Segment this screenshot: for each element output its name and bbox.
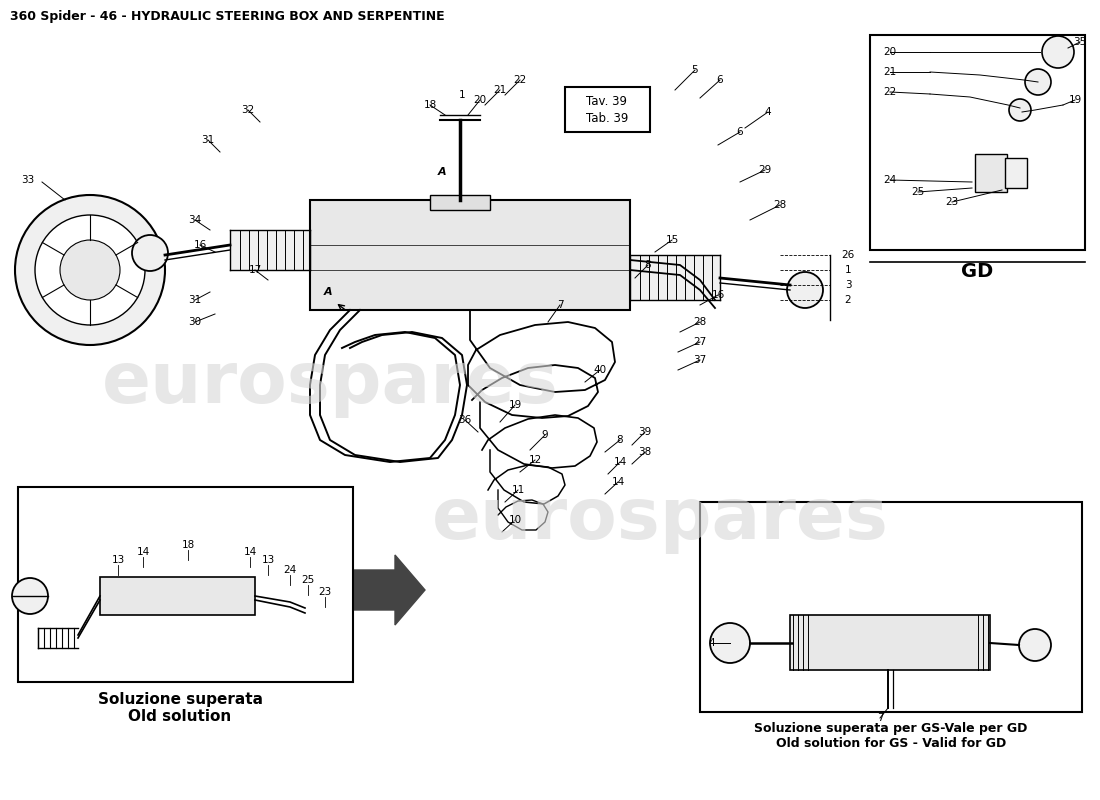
Text: 14: 14	[614, 457, 627, 467]
Text: 14: 14	[243, 547, 256, 557]
Circle shape	[12, 578, 48, 614]
Text: 22: 22	[514, 75, 527, 85]
Circle shape	[1042, 36, 1074, 68]
Text: 23: 23	[318, 587, 331, 597]
Bar	[975, 154, 1006, 192]
FancyBboxPatch shape	[18, 487, 353, 682]
Text: 1: 1	[845, 265, 851, 275]
Text: 19: 19	[1068, 95, 1081, 105]
Text: 29: 29	[758, 165, 771, 175]
Text: 4: 4	[708, 638, 715, 648]
Text: 8: 8	[645, 260, 651, 270]
Text: 10: 10	[508, 515, 521, 525]
FancyBboxPatch shape	[700, 502, 1082, 712]
Polygon shape	[345, 555, 425, 625]
Text: eurospares: eurospares	[101, 350, 559, 418]
Text: 20: 20	[883, 47, 896, 57]
Circle shape	[1019, 629, 1050, 661]
Text: 21: 21	[494, 85, 507, 95]
Text: 28: 28	[773, 200, 786, 210]
Text: 28: 28	[693, 317, 706, 327]
Text: 14: 14	[136, 547, 150, 557]
Text: 21: 21	[883, 67, 896, 77]
Text: 16: 16	[194, 240, 207, 250]
Text: 6: 6	[737, 127, 744, 137]
Text: 36: 36	[459, 415, 472, 425]
Text: 14: 14	[612, 477, 625, 487]
Text: 31: 31	[188, 295, 201, 305]
Text: 33: 33	[21, 175, 34, 185]
Text: 24: 24	[284, 565, 297, 575]
Text: 18: 18	[182, 540, 195, 550]
Text: 7: 7	[877, 713, 883, 723]
Circle shape	[710, 623, 750, 663]
Text: 2: 2	[845, 295, 851, 305]
Circle shape	[786, 272, 823, 308]
Bar	[430, 195, 490, 210]
Bar	[100, 577, 255, 615]
Text: Soluzione superata per GS-Vale per GD
Old solution for GS - Valid for GD: Soluzione superata per GS-Vale per GD Ol…	[755, 722, 1027, 750]
Text: 34: 34	[188, 215, 201, 225]
Circle shape	[60, 240, 120, 300]
Text: 24: 24	[883, 175, 896, 185]
Text: A: A	[438, 167, 447, 177]
Text: 32: 32	[241, 105, 254, 115]
Text: 18: 18	[424, 100, 437, 110]
Bar	[1005, 158, 1027, 188]
Text: 9: 9	[541, 430, 548, 440]
Text: 13: 13	[111, 555, 124, 565]
Text: 11: 11	[512, 485, 525, 495]
Text: 40: 40	[593, 365, 606, 375]
Circle shape	[1009, 99, 1031, 121]
FancyBboxPatch shape	[565, 87, 650, 132]
Text: 25: 25	[912, 187, 925, 197]
Text: 8: 8	[617, 435, 624, 445]
Text: 3: 3	[845, 280, 851, 290]
Text: 39: 39	[638, 427, 651, 437]
Text: GD: GD	[961, 262, 993, 281]
Text: eurospares: eurospares	[431, 486, 889, 554]
Text: 15: 15	[666, 235, 679, 245]
Circle shape	[15, 195, 165, 345]
Text: 4: 4	[764, 107, 771, 117]
Text: 30: 30	[188, 317, 201, 327]
Text: 35: 35	[1074, 37, 1087, 47]
Bar	[790, 615, 990, 670]
Text: 16: 16	[712, 290, 725, 300]
Text: 26: 26	[842, 250, 855, 260]
Text: A: A	[323, 287, 332, 297]
Text: 1: 1	[459, 90, 465, 100]
Text: 5: 5	[692, 65, 698, 75]
Text: 13: 13	[262, 555, 275, 565]
Text: 12: 12	[528, 455, 541, 465]
Text: 17: 17	[249, 265, 262, 275]
Text: 38: 38	[638, 447, 651, 457]
Text: 7: 7	[557, 300, 563, 310]
Text: 27: 27	[693, 337, 706, 347]
Circle shape	[35, 215, 145, 325]
Text: 31: 31	[201, 135, 214, 145]
Bar	[310, 200, 630, 310]
Text: 25: 25	[301, 575, 315, 585]
Text: 22: 22	[883, 87, 896, 97]
Text: 360 Spider - 46 - HYDRAULIC STEERING BOX AND SERPENTINE: 360 Spider - 46 - HYDRAULIC STEERING BOX…	[10, 10, 444, 23]
Text: 6: 6	[717, 75, 724, 85]
Text: Tav. 39
Tab. 39: Tav. 39 Tab. 39	[586, 95, 628, 125]
Text: 19: 19	[508, 400, 521, 410]
Text: 20: 20	[473, 95, 486, 105]
Text: Soluzione superata
Old solution: Soluzione superata Old solution	[98, 692, 263, 725]
Circle shape	[1025, 69, 1050, 95]
Circle shape	[132, 235, 168, 271]
FancyBboxPatch shape	[870, 35, 1085, 250]
Text: 23: 23	[945, 197, 958, 207]
Text: 37: 37	[693, 355, 706, 365]
